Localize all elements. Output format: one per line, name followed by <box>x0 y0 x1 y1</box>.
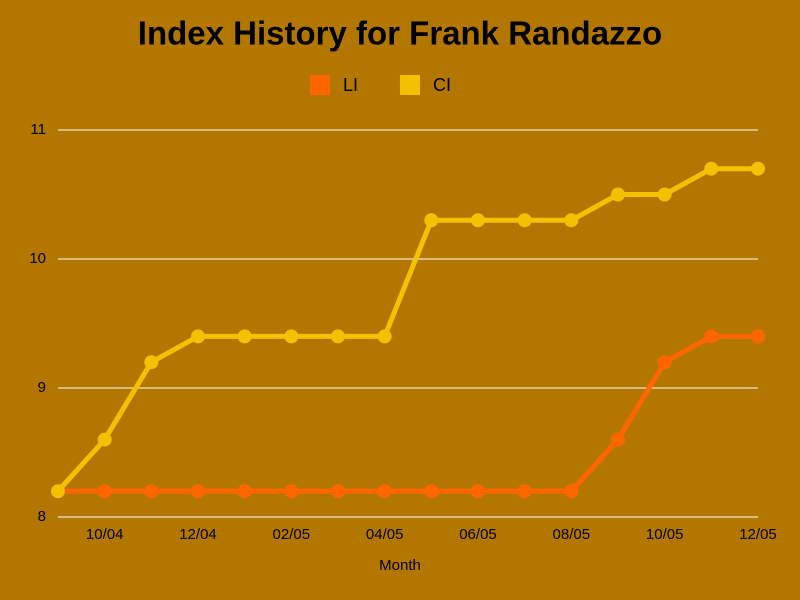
data-point <box>377 329 392 344</box>
data-point <box>751 161 765 176</box>
x-tick-label: 08/05 <box>553 526 591 543</box>
x-tick-label: 10/04 <box>86 526 124 543</box>
data-point <box>284 484 299 499</box>
data-point <box>51 484 65 499</box>
data-point <box>657 355 672 370</box>
legend-label: CI <box>433 75 451 95</box>
x-tick-label: 04/05 <box>366 526 404 543</box>
data-point <box>97 432 112 447</box>
data-point <box>144 355 159 370</box>
data-point <box>517 484 532 499</box>
y-tick-label: 9 <box>38 379 46 396</box>
data-point <box>97 484 112 499</box>
series-line <box>58 333 758 494</box>
x-axis-label: Month <box>379 557 421 574</box>
data-point <box>424 213 439 228</box>
data-point <box>424 484 439 499</box>
y-tick-label: 8 <box>38 508 46 525</box>
y-tick-label: 11 <box>30 121 46 138</box>
data-point <box>657 187 672 202</box>
data-point <box>284 329 299 344</box>
legend-label: LI <box>343 75 358 95</box>
x-tick-label: 02/05 <box>273 526 311 543</box>
x-tick-label: 12/05 <box>739 526 777 543</box>
data-point <box>331 329 345 344</box>
x-tick-label: 10/05 <box>646 526 684 543</box>
data-point <box>191 484 205 499</box>
data-point <box>471 213 485 228</box>
series-line <box>56 166 758 493</box>
data-point <box>751 329 765 344</box>
data-point <box>611 432 625 447</box>
data-point <box>517 213 532 228</box>
x-tick-label: 06/05 <box>459 526 497 543</box>
data-point <box>704 161 719 176</box>
chart-title: Index History for Frank Randazzo <box>138 15 662 52</box>
data-point <box>564 213 579 228</box>
data-point <box>471 484 485 499</box>
data-point <box>611 187 625 202</box>
x-tick-label: 12/04 <box>179 526 217 543</box>
data-point <box>377 484 392 499</box>
data-point <box>564 484 579 499</box>
data-point <box>144 484 159 499</box>
data-point <box>237 484 252 499</box>
legend-swatch <box>400 75 420 95</box>
data-point <box>191 329 205 344</box>
data-point <box>704 329 719 344</box>
y-tick-label: 10 <box>29 250 46 267</box>
data-point <box>237 329 252 344</box>
legend-swatch <box>310 75 330 95</box>
data-point <box>331 484 345 499</box>
